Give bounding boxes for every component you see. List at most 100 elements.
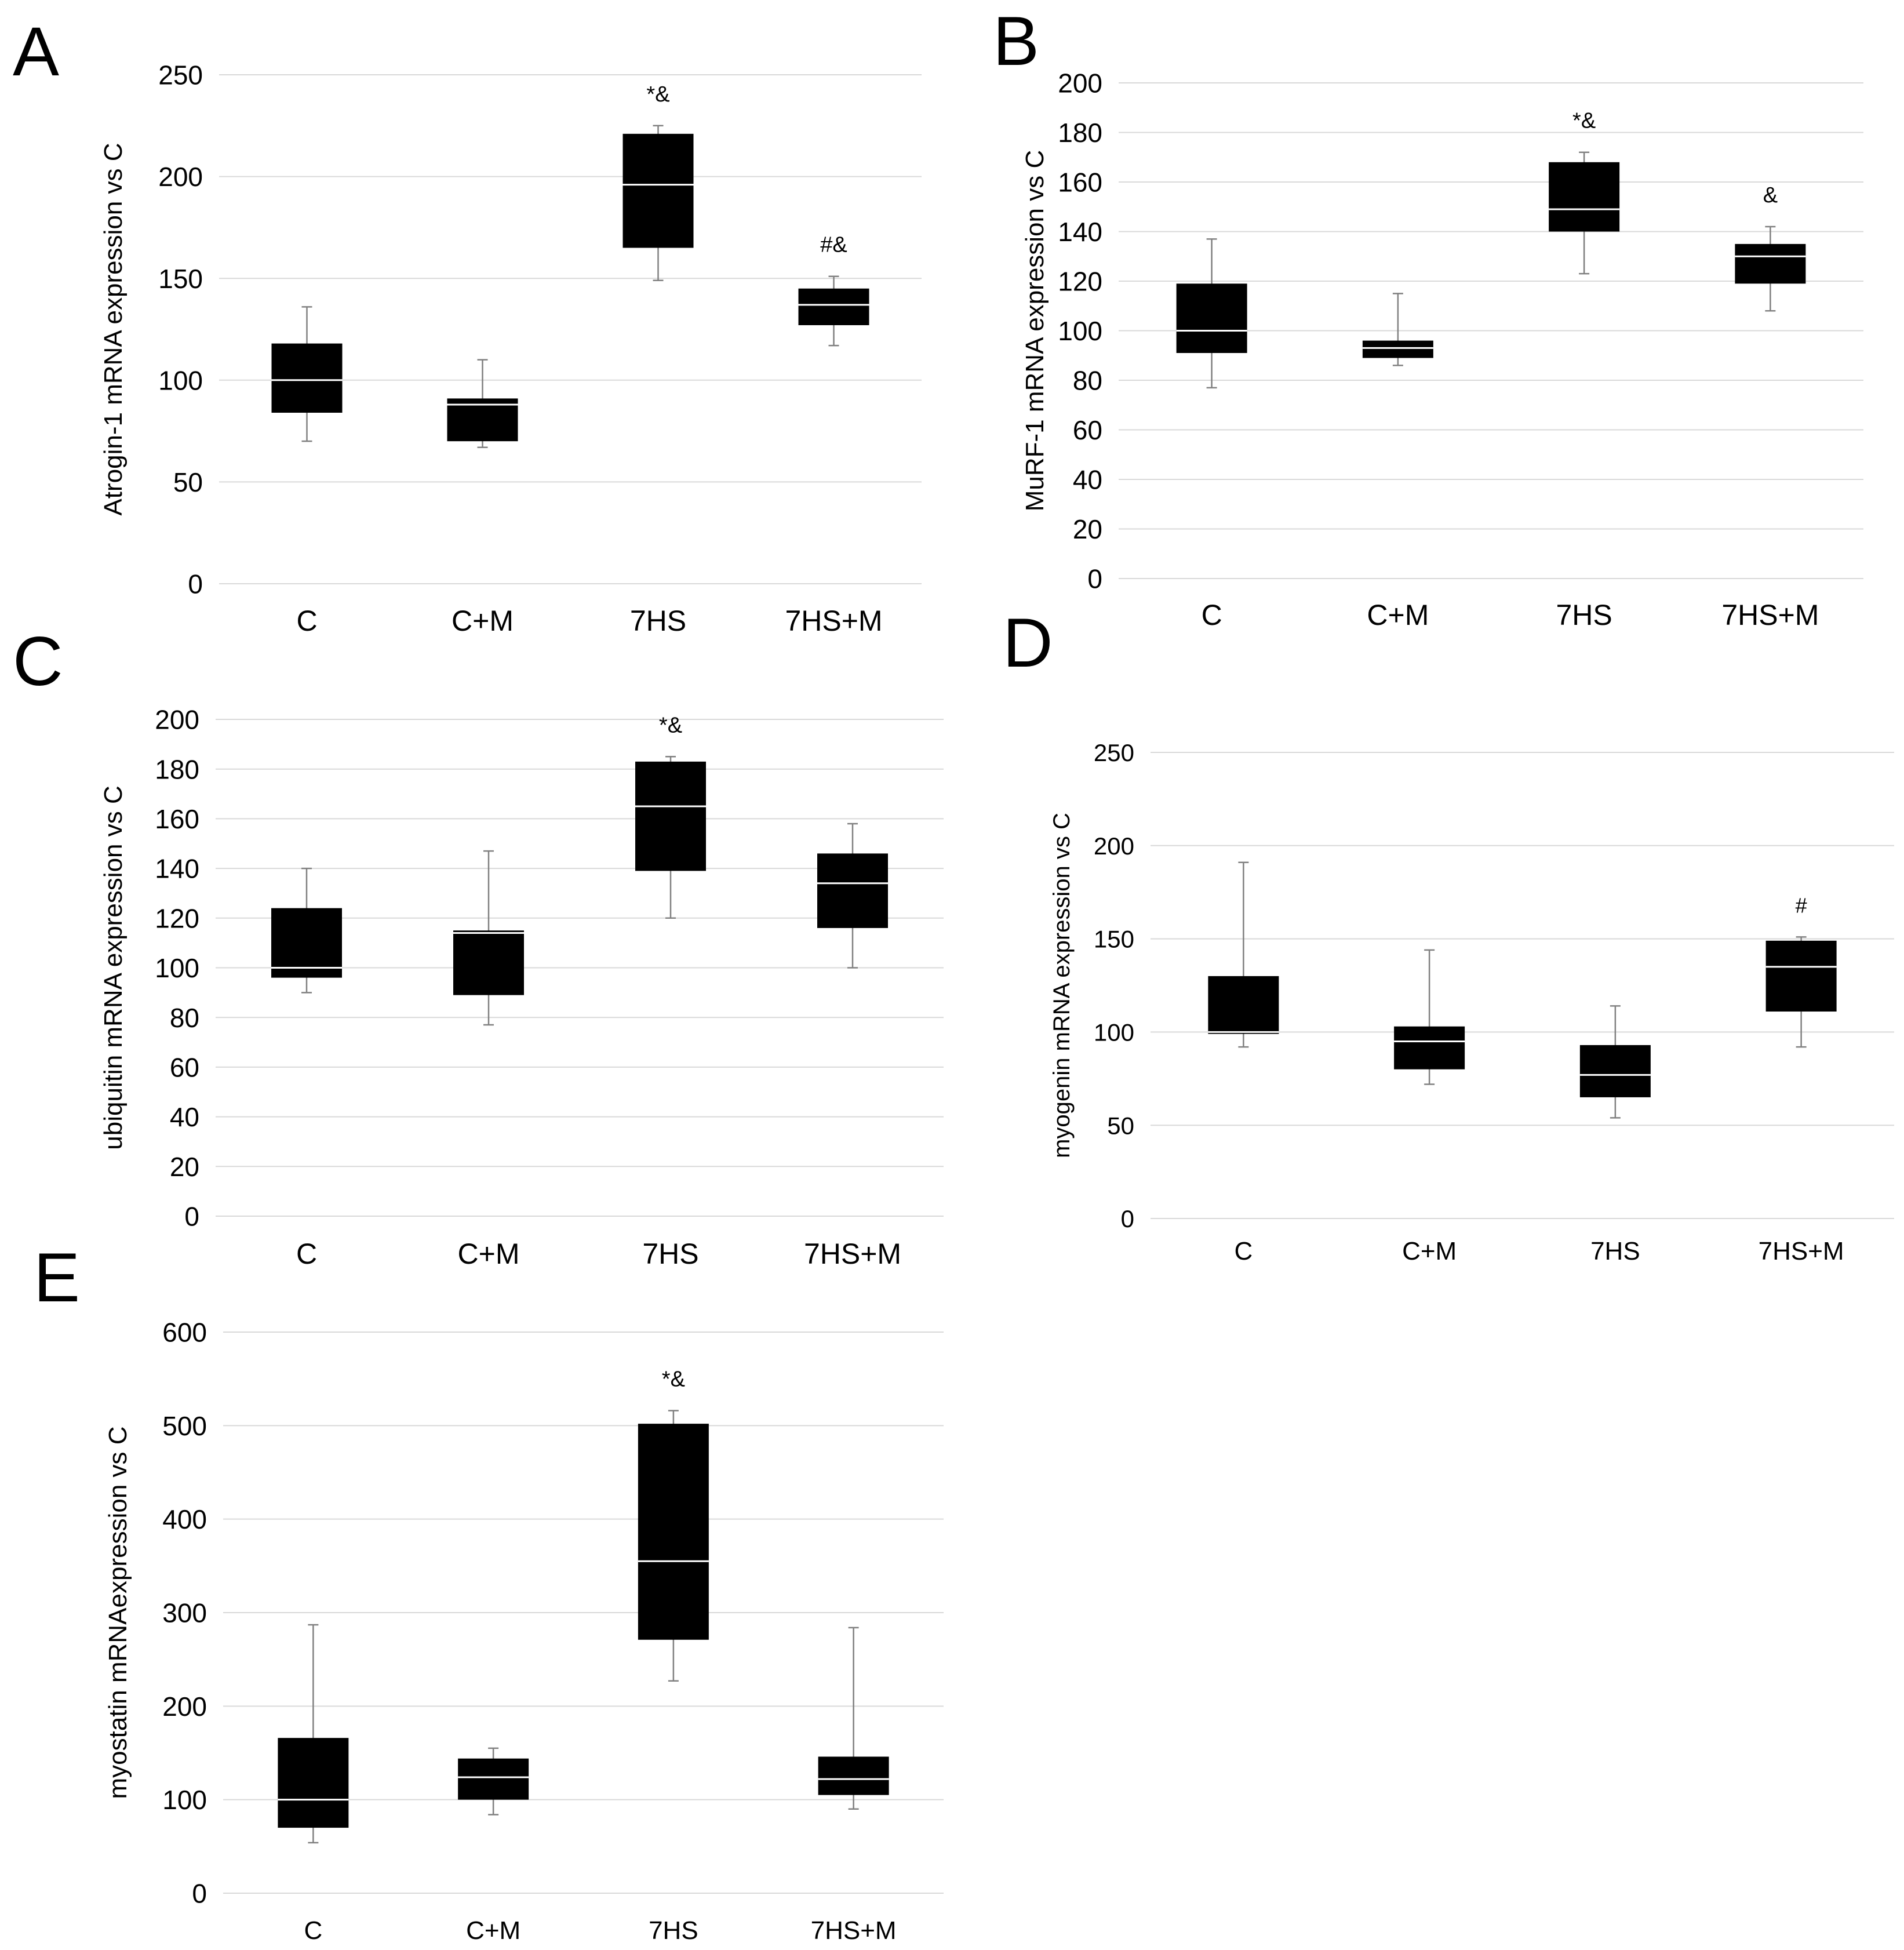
y-tick-label: 50: [1107, 1112, 1134, 1139]
box-c: [278, 1624, 349, 1844]
y-axis-title: MuRF-1 mRNA expression vs C: [1021, 150, 1049, 511]
box-7hs-plus-m: #&: [798, 233, 869, 347]
y-tick-label: 150: [1094, 926, 1134, 953]
box-c: [1176, 238, 1247, 389]
box-7hs: *&: [635, 713, 706, 919]
box-7hs-plus-m: [818, 1627, 889, 1810]
y-tick-label: 150: [158, 264, 203, 294]
y-tick-label: 0: [1087, 564, 1102, 594]
y-tick-label: 180: [1058, 118, 1102, 148]
x-category-label: 7HS: [630, 605, 686, 637]
x-category-label: C: [304, 1916, 322, 1945]
box-c-plus-m: [458, 1747, 529, 1816]
y-tick-label: 100: [1094, 1019, 1134, 1046]
box-body: [1362, 340, 1433, 358]
y-tick-label: 80: [170, 1003, 199, 1033]
significance-annotation: &: [1763, 183, 1778, 208]
x-category-label: 7HS+M: [785, 605, 882, 637]
x-category-label: C+M: [1367, 599, 1429, 631]
x-category-label: 7HS: [1556, 599, 1612, 631]
y-tick-label: 100: [158, 365, 203, 395]
panel-e: E 0 100 200 300 400 500 600 myostatin mRNAexpres…: [34, 1239, 944, 1945]
y-tick-label: 100: [162, 1785, 207, 1815]
box-body: [458, 1758, 529, 1800]
x-category-label: 7HS+M: [1721, 599, 1819, 631]
panel-label: C: [13, 623, 63, 700]
y-tick-label: 0: [192, 1879, 207, 1909]
panel-a: A 0 50 100 150 200 250 Atrogin-1 mRNA expressio…: [13, 13, 922, 637]
box-c: [1208, 861, 1279, 1048]
y-tick-label: 140: [155, 854, 199, 884]
box-body: [818, 1756, 889, 1795]
y-tick-label: 20: [170, 1152, 199, 1182]
panel-label: E: [34, 1239, 80, 1316]
box-7hs-plus-m: #: [1765, 893, 1837, 1048]
y-axis-title: ubiquitin mRNA expression vs C: [99, 785, 128, 1149]
y-tick-label: 400: [162, 1504, 207, 1534]
y-tick-label: 600: [162, 1318, 207, 1348]
y-tick-label: 200: [1094, 832, 1134, 860]
y-tick-label: 120: [1058, 267, 1102, 297]
y-tick-label: 160: [155, 804, 199, 834]
x-category-label: C+M: [466, 1916, 520, 1945]
box-c: [271, 306, 343, 442]
significance-annotation: *&: [659, 713, 682, 737]
y-tick-label: 0: [1121, 1205, 1134, 1232]
box-body: [1579, 1045, 1651, 1097]
box-body: [447, 398, 518, 442]
y-tick-label: 0: [184, 1202, 199, 1232]
y-tick-label: 60: [170, 1052, 199, 1082]
box-body: [1394, 1026, 1465, 1069]
panel-label: B: [993, 2, 1039, 80]
x-category-label: C: [296, 605, 317, 637]
box-body: [453, 930, 524, 995]
y-tick-label: 200: [158, 162, 203, 192]
box-body: [278, 1738, 349, 1828]
x-category-label: 7HS: [1590, 1237, 1640, 1265]
box-body: [638, 1424, 709, 1640]
significance-annotation: #&: [820, 233, 847, 257]
box-body: [271, 343, 343, 413]
box-7hs-plus-m: &: [1735, 183, 1806, 312]
box-7hs: *&: [622, 82, 694, 281]
x-category-label: C: [1234, 1237, 1253, 1265]
x-category-label: 7HS+M: [1759, 1237, 1844, 1265]
y-tick-label: 300: [162, 1598, 207, 1628]
box-body: [1735, 243, 1806, 284]
y-axis-title: myogenin mRNA expression vs C: [1049, 813, 1075, 1158]
significance-annotation: #: [1796, 893, 1807, 917]
box-c-plus-m: [453, 850, 524, 1026]
box-7hs-plus-m: [817, 823, 888, 969]
box-7hs: [1579, 1005, 1651, 1119]
significance-annotation: *&: [1572, 109, 1596, 133]
box-c-plus-m: [1362, 293, 1433, 366]
box-body: [1176, 283, 1247, 353]
y-tick-label: 140: [1058, 217, 1102, 247]
box-body: [1765, 940, 1837, 1012]
y-tick-label: 20: [1073, 514, 1102, 544]
panel-label: D: [1003, 604, 1053, 682]
box-c: [271, 867, 342, 994]
box-7hs: *&: [1549, 109, 1620, 275]
y-tick-label: 100: [155, 953, 199, 983]
x-category-label: C+M: [452, 605, 514, 637]
y-tick-label: 40: [170, 1102, 199, 1132]
box-body: [635, 761, 706, 871]
x-category-label: C: [1202, 599, 1222, 631]
box-body: [817, 853, 888, 928]
x-category-label: C+M: [1402, 1237, 1457, 1265]
y-axis-title: myostatin mRNAexpression vs C: [104, 1426, 132, 1799]
y-tick-label: 0: [188, 569, 203, 599]
significance-annotation: *&: [646, 82, 669, 107]
panel-b: B 0 20 40 60 80 100 120 140 160 180 200 MuRF-1 mRNA …: [993, 2, 1863, 631]
panel-label: A: [13, 13, 59, 90]
x-category-label: C+M: [458, 1238, 520, 1270]
x-category-label: 7HS: [649, 1916, 698, 1945]
y-tick-label: 40: [1073, 465, 1102, 495]
y-axis-title: Atrogin-1 mRNA expression vs C: [99, 143, 128, 515]
y-tick-label: 100: [1058, 316, 1102, 346]
y-tick-label: 200: [162, 1691, 207, 1722]
box-body: [798, 288, 869, 325]
y-tick-label: 120: [155, 903, 199, 933]
